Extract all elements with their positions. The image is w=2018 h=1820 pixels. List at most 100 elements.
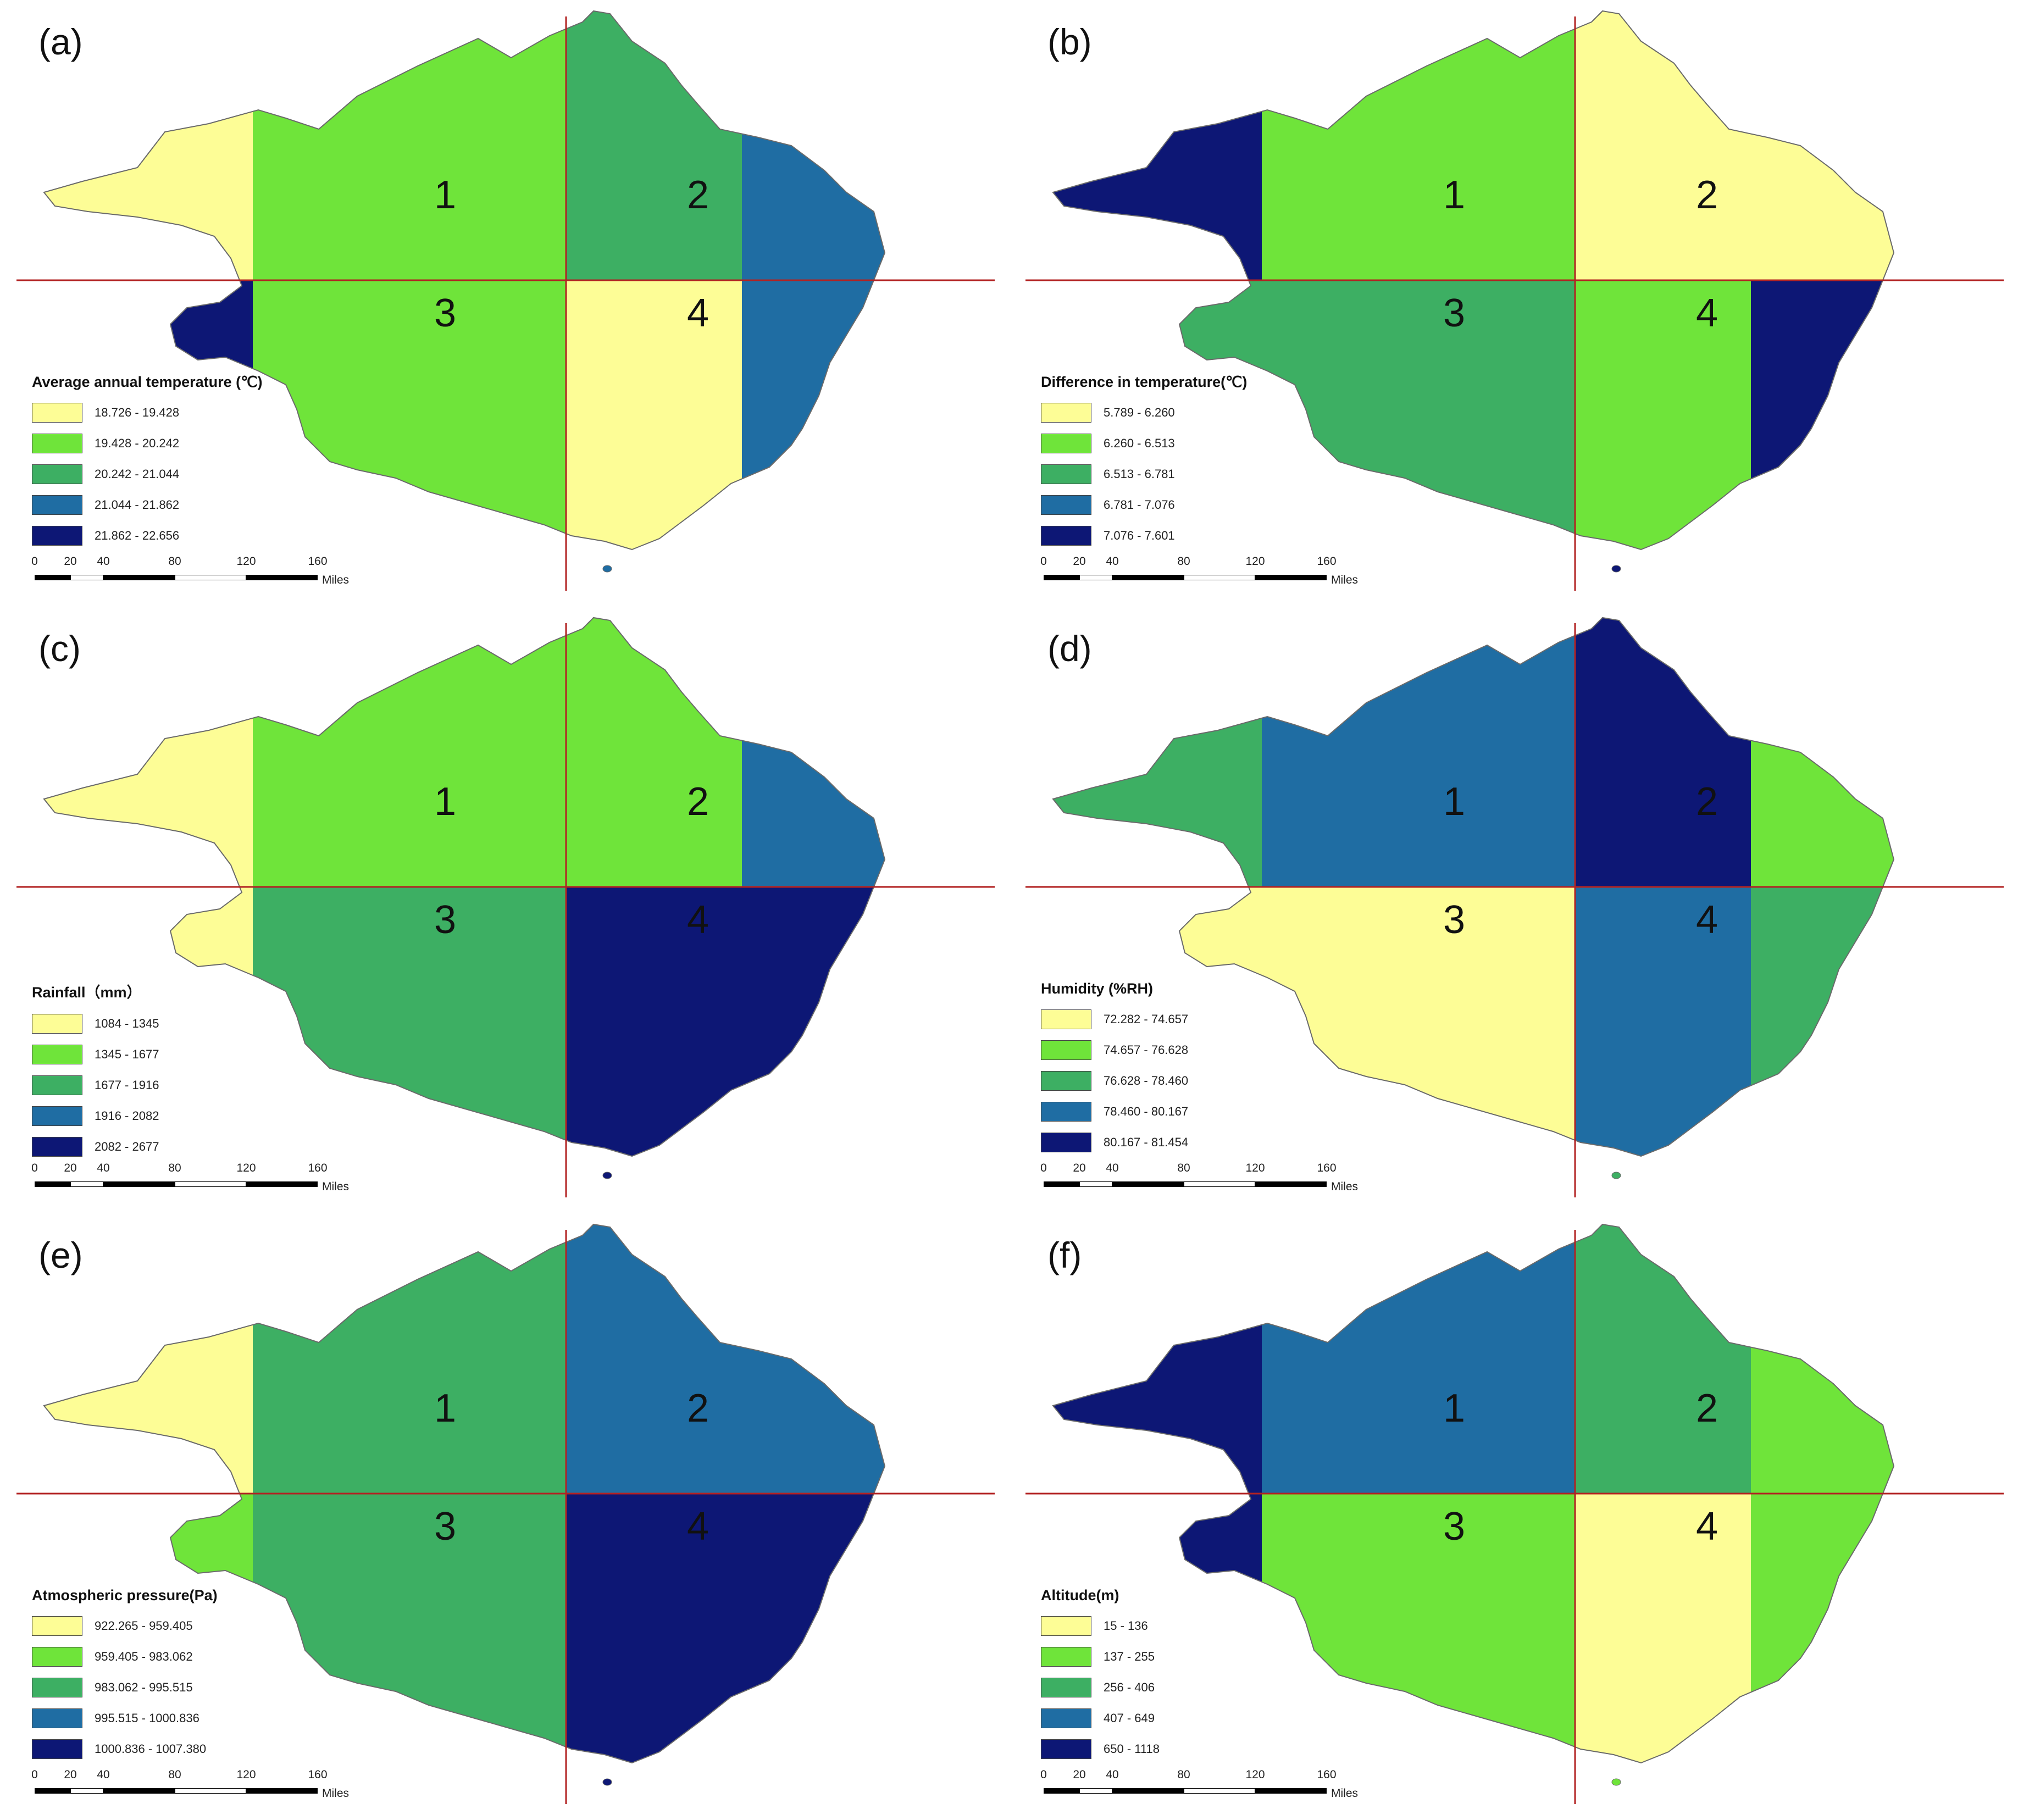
legend-range: 1000.836 - 1007.380 xyxy=(95,1742,207,1756)
scale-segment xyxy=(246,575,318,580)
scale-segment xyxy=(1112,1788,1184,1794)
map-region xyxy=(1751,1224,1894,1494)
map-region xyxy=(566,1224,742,1494)
map-region xyxy=(1262,1224,1575,1494)
scale-segment xyxy=(175,1788,246,1794)
legend-title: Altitude(m) xyxy=(1041,1587,1119,1603)
scale-tick-label: 40 xyxy=(1106,1162,1119,1174)
map-panel: (c) 1 2 3 4 Rainfall（mm） 1084 - 1345 1345 - 167… xyxy=(0,607,1009,1213)
legend-swatch xyxy=(1041,1708,1091,1728)
scale-bar: 0 20 40 80 120 160 Miles xyxy=(31,1162,384,1195)
map-legend: Rainfall（mm） 1084 - 1345 1345 - 1677 1677 -… xyxy=(32,980,362,1162)
scale-segment xyxy=(1255,1788,1327,1794)
quadrant-number: 4 xyxy=(1695,1505,1718,1549)
legend-entry: 5.789 - 6.260 xyxy=(1041,397,1371,428)
scale-segment xyxy=(35,1788,70,1794)
scale-units: Miles xyxy=(322,1787,350,1800)
map-region xyxy=(566,1494,742,1763)
legend-entry: 407 - 649 xyxy=(1041,1703,1371,1734)
map-panel: (a) 1 2 3 4 Average annual temperature (℃) 18.… xyxy=(0,0,1009,607)
legend-title: Average annual temperature (℃) xyxy=(32,374,263,390)
map-region xyxy=(1751,1494,1894,1763)
legend-range: 7.076 - 7.601 xyxy=(1104,529,1175,542)
quadrant-number: 3 xyxy=(434,898,457,942)
scale-segment xyxy=(35,575,70,580)
map-region xyxy=(253,11,566,280)
legend-swatch xyxy=(32,1616,82,1636)
quadrant-number: 1 xyxy=(1443,1386,1466,1430)
island xyxy=(1611,1172,1621,1179)
map-panel: (e) 1 2 3 4 Atmospheric pressure(Pa) 922.265 -… xyxy=(0,1213,1009,1820)
scale-segment xyxy=(175,575,246,580)
map-region xyxy=(1053,618,1262,887)
legend-entry: 74.657 - 76.628 xyxy=(1041,1035,1371,1066)
legend-entry: 6.781 - 7.076 xyxy=(1041,490,1371,520)
legend-title: Atmospheric pressure(Pa) xyxy=(32,1587,218,1603)
scale-segment xyxy=(1255,575,1327,580)
legend-swatch xyxy=(1041,1133,1091,1152)
scale-tick-label: 0 xyxy=(1040,1162,1047,1174)
map-region xyxy=(1751,11,1894,280)
legend-range: 74.657 - 76.628 xyxy=(1104,1043,1189,1057)
scale-tick-label: 20 xyxy=(64,1162,77,1174)
map-region xyxy=(1262,618,1575,887)
legend-range: 959.405 - 983.062 xyxy=(95,1650,193,1663)
legend-entry: 78.460 - 80.167 xyxy=(1041,1096,1371,1127)
legend-entry: 18.726 - 19.428 xyxy=(32,397,362,428)
island xyxy=(602,1778,612,1786)
legend-title: Rainfall（mm） xyxy=(32,984,142,1001)
legend-range: 72.282 - 74.657 xyxy=(1104,1012,1189,1026)
quadrant-number: 2 xyxy=(1695,173,1718,217)
legend-range: 80.167 - 81.454 xyxy=(1104,1135,1189,1149)
scale-tick-label: 0 xyxy=(31,1162,38,1174)
map-region xyxy=(1751,280,1894,550)
quadrant-number: 4 xyxy=(686,898,709,942)
legend-swatch xyxy=(1041,464,1091,484)
legend-entry: 983.062 - 995.515 xyxy=(32,1672,362,1703)
quadrant-number: 4 xyxy=(1695,291,1718,335)
map-legend: Altitude(m) 15 - 136 137 - 255 256 - 406 407… xyxy=(1041,1587,1371,1764)
quadrant-number: 4 xyxy=(686,1505,709,1549)
legend-range: 1916 - 2082 xyxy=(95,1109,159,1123)
scale-tick-label: 120 xyxy=(236,1768,256,1781)
scale-segment xyxy=(1079,1181,1112,1187)
scale-tick-label: 120 xyxy=(1245,1162,1265,1174)
scale-segment xyxy=(1184,1788,1255,1794)
legend-entry: 6.513 - 6.781 xyxy=(1041,459,1371,490)
scale-segment xyxy=(175,1181,246,1187)
legend-swatch xyxy=(32,464,82,484)
legend-swatch xyxy=(32,1014,82,1034)
region-boundary xyxy=(1052,1223,1895,1764)
choropleth-map xyxy=(1025,1223,2004,1804)
map-region xyxy=(44,11,253,280)
legend-swatch xyxy=(1041,1009,1091,1029)
map-region xyxy=(742,11,885,280)
legend-entry: 2082 - 2677 xyxy=(32,1131,362,1162)
legend-range: 407 - 649 xyxy=(1104,1711,1155,1725)
quadrant-number: 1 xyxy=(434,1386,457,1430)
legend-range: 5.789 - 6.260 xyxy=(1104,406,1175,419)
legend-entry: 80.167 - 81.454 xyxy=(1041,1127,1371,1158)
legend-swatch xyxy=(32,495,82,515)
island xyxy=(1611,1778,1621,1786)
quadrant-number: 3 xyxy=(434,291,457,335)
legend-entry: 256 - 406 xyxy=(1041,1672,1371,1703)
quadrant-number: 2 xyxy=(686,173,709,217)
scale-segment xyxy=(103,1181,175,1187)
panel-label: (f) xyxy=(1047,1235,1082,1275)
legend-range: 21.044 - 21.862 xyxy=(95,498,180,512)
legend-range: 1345 - 1677 xyxy=(95,1047,159,1061)
legend-entry: 995.515 - 1000.836 xyxy=(32,1703,362,1734)
legend-swatch xyxy=(32,1678,82,1697)
scale-units: Miles xyxy=(322,574,350,586)
scale-tick-label: 160 xyxy=(308,1162,328,1174)
scale-segment xyxy=(1112,575,1184,580)
legend-entry: 1084 - 1345 xyxy=(32,1008,362,1039)
scale-segment xyxy=(70,1181,103,1187)
legend-swatch xyxy=(1041,434,1091,453)
island xyxy=(1611,565,1621,573)
legend-entry: 7.076 - 7.601 xyxy=(1041,520,1371,551)
legend-range: 19.428 - 20.242 xyxy=(95,436,180,450)
scale-tick-label: 80 xyxy=(168,555,181,568)
scale-tick-label: 160 xyxy=(1317,1768,1337,1781)
